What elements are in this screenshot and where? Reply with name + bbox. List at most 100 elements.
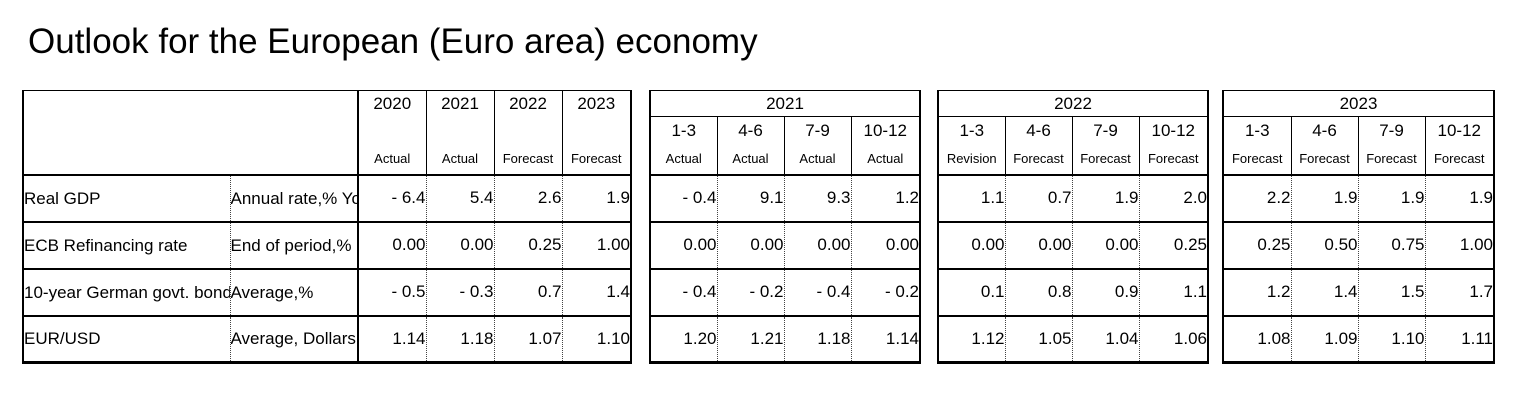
value-cell: 1.9	[1071, 173, 1139, 222]
value-cell: 0.00	[1004, 220, 1072, 269]
forecast-type-label: Actual	[665, 151, 702, 166]
table-row-bond-yield: 0.1 0.8 0.9 1.1	[938, 267, 1209, 316]
table-row-ecb-rate: 0.00 0.00 0.00 0.00	[650, 220, 921, 269]
forecast-type-label: Forecast	[1299, 151, 1350, 166]
table-row-eur-usd: 1.20 1.21 1.18 1.14	[650, 314, 921, 363]
quarter-label: 7-9	[805, 121, 830, 140]
table-row-ecb-rate: ECB Refinancing rate End of period,% 0.0…	[23, 220, 631, 269]
value-cell: 1.7	[1424, 267, 1495, 316]
forecast-type-label: Forecast	[1080, 151, 1131, 166]
block-year-header: 2023	[1339, 93, 1378, 113]
table-row-ecb-rate: 0.00 0.00 0.00 0.25	[938, 220, 1209, 269]
forecast-type-label: Forecast	[1147, 151, 1199, 166]
value-cell: 0.00	[650, 220, 717, 269]
value-cell: 0.25	[1223, 220, 1291, 269]
row-unit: Annual rate,% YoY	[229, 173, 358, 222]
value-cell: 1.9	[1424, 173, 1495, 222]
table-row-real-gdp: 2.2 1.9 1.9 1.9	[1223, 173, 1495, 222]
forecast-type-label: Forecast	[502, 150, 554, 166]
value-cell: 1.10	[1357, 314, 1425, 363]
table-row-real-gdp: 1.1 0.7 1.9 2.0	[938, 173, 1209, 222]
value-cell: 1.10	[561, 314, 631, 363]
value-cell: 0.50	[1290, 220, 1358, 269]
value-cell: 1.2	[1223, 267, 1291, 316]
value-cell: - 0.5	[357, 267, 426, 316]
value-cell: 0.00	[357, 220, 426, 269]
table-row-eur-usd: 1.08 1.09 1.10 1.11	[1223, 314, 1495, 363]
annual-outlook-table: 2020 2021 2022 2023 Actual Actual Foreca…	[22, 90, 632, 364]
quarter-label: 10-12	[1437, 121, 1481, 140]
forecast-type-label: Forecast	[1231, 151, 1283, 166]
value-cell: - 0.2	[850, 267, 921, 316]
value-cell: 9.1	[716, 173, 784, 222]
value-cell: 1.4	[1290, 267, 1358, 316]
row-label: EUR/USD	[23, 314, 230, 363]
quarter-label: 7-9	[1093, 121, 1118, 140]
value-cell: 0.00	[425, 220, 494, 269]
value-cell: 1.14	[850, 314, 921, 363]
value-cell: 1.5	[1357, 267, 1425, 316]
value-cell: 0.00	[1071, 220, 1139, 269]
year-header: 2023	[561, 90, 631, 117]
value-cell: 1.1	[938, 173, 1005, 222]
value-cell: 0.7	[1004, 173, 1072, 222]
value-cell: 2.6	[493, 173, 562, 222]
forecast-type-label: Actual	[732, 151, 769, 166]
year-header: 2021	[425, 90, 494, 117]
value-cell: 1.08	[1223, 314, 1291, 363]
row-unit: Average,%	[229, 267, 358, 316]
value-cell: 1.9	[561, 173, 631, 222]
quarterly-2021-table: 2021 1-3 Actual 4-6 Actual 7-9 Actual 10-12…	[649, 90, 922, 364]
forecast-type-label: Actual	[799, 151, 836, 166]
value-cell: 0.75	[1357, 220, 1425, 269]
value-cell: 1.4	[561, 267, 631, 316]
quarterly-2022-table: 2022 1-3 Revision 4-6 Forecast 7-9 Forecast…	[937, 90, 1210, 364]
value-cell: 1.18	[783, 314, 851, 363]
block-year-header: 2022	[1054, 93, 1092, 113]
value-cell: - 0.4	[650, 267, 717, 316]
forecast-type-label: Actual	[441, 150, 479, 166]
value-cell: 0.00	[783, 220, 851, 269]
block-year-header: 2021	[766, 93, 804, 113]
value-cell: - 0.4	[783, 267, 851, 316]
value-cell: 0.00	[938, 220, 1005, 269]
value-cell: 1.14	[357, 314, 426, 363]
table-row-bond-yield: 10-year German govt. bond yield Average,…	[23, 267, 631, 316]
value-cell: 1.07	[493, 314, 562, 363]
value-cell: 1.11	[1424, 314, 1495, 363]
year-header: 2022	[493, 90, 562, 117]
value-cell: 1.20	[650, 314, 717, 363]
annual-type-header-row: Actual Actual Forecast Forecast	[23, 116, 631, 175]
quarter-label: 1-3	[1244, 121, 1270, 140]
forecast-type-label: Forecast	[1366, 151, 1417, 166]
value-cell: 5.4	[425, 173, 494, 222]
quarter-label: 1-3	[959, 121, 985, 140]
value-cell: - 6.4	[357, 173, 426, 222]
forecast-type-label: Actual	[374, 150, 411, 166]
quarterly-2023-table: 2023 1-3 Forecast 4-6 Forecast 7-9 Forecast…	[1222, 90, 1496, 364]
value-cell: 0.1	[938, 267, 1005, 316]
quarter-label: 4-6	[1312, 121, 1337, 140]
quarter-label: 10-12	[1151, 121, 1195, 140]
value-cell: 0.00	[716, 220, 784, 269]
value-cell: 1.12	[938, 314, 1005, 363]
quarter-label: 7-9	[1379, 121, 1404, 140]
value-cell: - 0.2	[716, 267, 784, 316]
value-cell: 2.0	[1138, 173, 1209, 222]
table-row-real-gdp: Real GDP Annual rate,% YoY - 6.4 5.4 2.6…	[23, 173, 631, 222]
row-label: ECB Refinancing rate	[23, 220, 230, 269]
row-label: Real GDP	[23, 173, 230, 222]
value-cell: 1.09	[1290, 314, 1358, 363]
quarter-label: 10-12	[863, 121, 907, 140]
forecast-type-label: Revision	[946, 151, 997, 166]
header-blank-cell	[23, 91, 358, 175]
table-row-real-gdp: - 0.4 9.1 9.3 1.2	[650, 173, 921, 222]
table-row-eur-usd: EUR/USD Average, Dollars 1.14 1.18 1.07 …	[23, 314, 631, 363]
value-cell: 0.00	[850, 220, 921, 269]
value-cell: 1.21	[716, 314, 784, 363]
value-cell: 0.25	[493, 220, 562, 269]
value-cell: 1.9	[1290, 173, 1358, 222]
table-row-bond-yield: - 0.4 - 0.2 - 0.4 - 0.2	[650, 267, 921, 316]
value-cell: 0.9	[1071, 267, 1139, 316]
forecast-type-label: Forecast	[1433, 151, 1485, 166]
